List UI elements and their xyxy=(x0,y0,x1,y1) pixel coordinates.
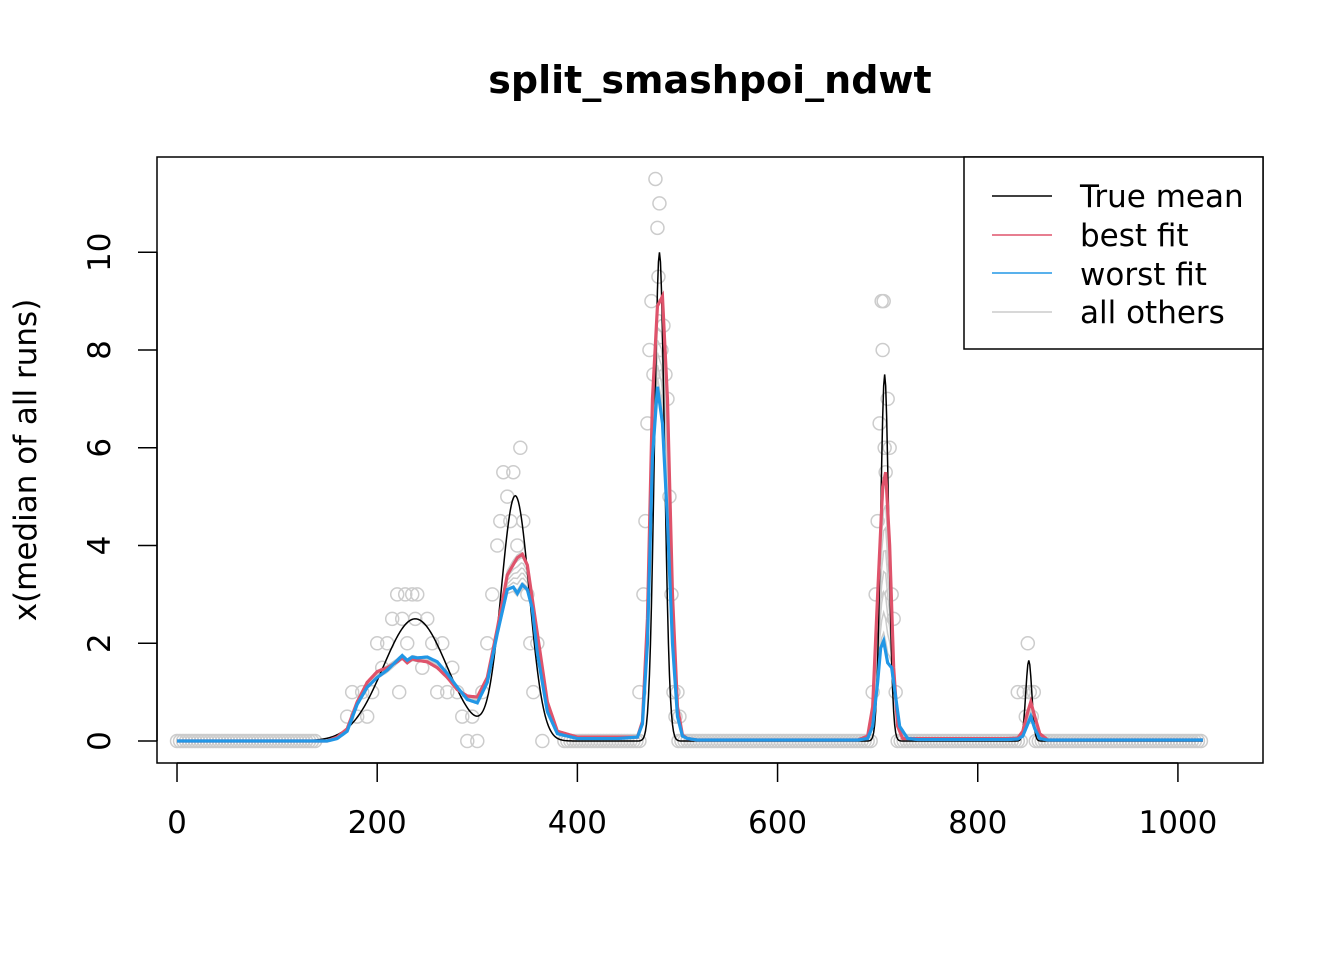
other-fit-line xyxy=(177,377,1202,742)
data-point xyxy=(1010,684,1026,700)
data-point xyxy=(535,733,550,749)
legend-box xyxy=(963,156,1264,350)
data-point xyxy=(389,587,405,602)
x-tick-label: 400 xyxy=(548,805,607,841)
main-series-layer xyxy=(177,252,1203,743)
data-point xyxy=(404,587,420,602)
data-point xyxy=(460,733,475,749)
data-point xyxy=(430,684,445,700)
data-point xyxy=(409,587,425,602)
data-point xyxy=(872,416,887,431)
data-point xyxy=(880,391,895,407)
data-point xyxy=(513,440,528,456)
y-tick-label: 10 xyxy=(82,233,118,272)
data-point xyxy=(666,684,681,700)
y-tick-label: 6 xyxy=(82,438,118,458)
data-point xyxy=(526,684,541,700)
other-fits-layer xyxy=(177,297,1202,742)
data-point xyxy=(503,513,518,529)
axes-layer: 0 200 400 600 800 1000 0 2 4 6 8 10 xyxy=(82,233,1217,841)
x-tick-label: 600 xyxy=(748,805,807,841)
x-tick-label: 1000 xyxy=(1138,805,1217,841)
data-point xyxy=(652,196,667,211)
data-point xyxy=(485,587,500,602)
data-point xyxy=(496,464,511,480)
data-point xyxy=(510,538,525,553)
other-fit-line xyxy=(177,326,1202,742)
data-point xyxy=(870,513,885,529)
x-tick-label: 800 xyxy=(948,805,1007,841)
data-point xyxy=(506,464,521,480)
data-point xyxy=(875,342,890,358)
data-point xyxy=(1026,684,1042,700)
data-point xyxy=(397,587,413,602)
best-fit-line xyxy=(177,290,1203,743)
data-point xyxy=(445,660,460,675)
data-point xyxy=(868,587,883,602)
data-point xyxy=(877,440,892,456)
x-tick-label: 200 xyxy=(348,805,407,841)
legend-label-true-mean: True mean xyxy=(1079,179,1244,215)
data-point xyxy=(650,220,665,236)
data-point xyxy=(419,611,435,627)
other-fit-line xyxy=(177,313,1202,742)
y-tick-label: 0 xyxy=(82,731,118,751)
data-point xyxy=(455,709,470,724)
data-point xyxy=(470,733,485,749)
legend-label-best-fit: best fit xyxy=(1080,218,1189,254)
y-axis-label: x(median of all runs) xyxy=(8,299,44,622)
data-point xyxy=(882,440,897,456)
y-tick-label: 4 xyxy=(82,536,118,556)
data-point xyxy=(1022,684,1038,700)
legend-label-worst-fit: worst fit xyxy=(1080,257,1207,293)
legend: True mean best fit worst fit all others xyxy=(963,156,1264,350)
other-fit-line xyxy=(177,364,1202,742)
data-point xyxy=(435,636,450,651)
data-point xyxy=(440,684,455,700)
data-point xyxy=(424,636,440,651)
data-point xyxy=(384,611,400,627)
data-point xyxy=(369,636,385,651)
other-fit-line xyxy=(177,297,1202,742)
data-point xyxy=(344,684,360,700)
other-fit-line xyxy=(177,352,1202,742)
data-point xyxy=(399,636,415,651)
worst-fit-line xyxy=(177,386,1203,743)
data-point xyxy=(359,709,375,724)
data-point xyxy=(490,538,505,553)
chart-title: split_smashpoi_ndwt xyxy=(488,58,931,102)
data-point xyxy=(407,611,423,627)
data-point xyxy=(876,293,891,309)
x-tick-label: 0 xyxy=(167,805,187,841)
y-tick-label: 2 xyxy=(82,633,118,653)
other-fit-line xyxy=(177,389,1202,742)
legend-label-all-others: all others xyxy=(1080,295,1225,331)
data-point xyxy=(648,171,663,187)
y-tick-label: 8 xyxy=(82,340,118,360)
data-point xyxy=(516,513,531,529)
data-point xyxy=(493,513,508,529)
other-fit-line xyxy=(177,339,1202,742)
data-point xyxy=(1016,684,1032,700)
data-point xyxy=(1020,636,1036,651)
data-point xyxy=(391,684,407,700)
